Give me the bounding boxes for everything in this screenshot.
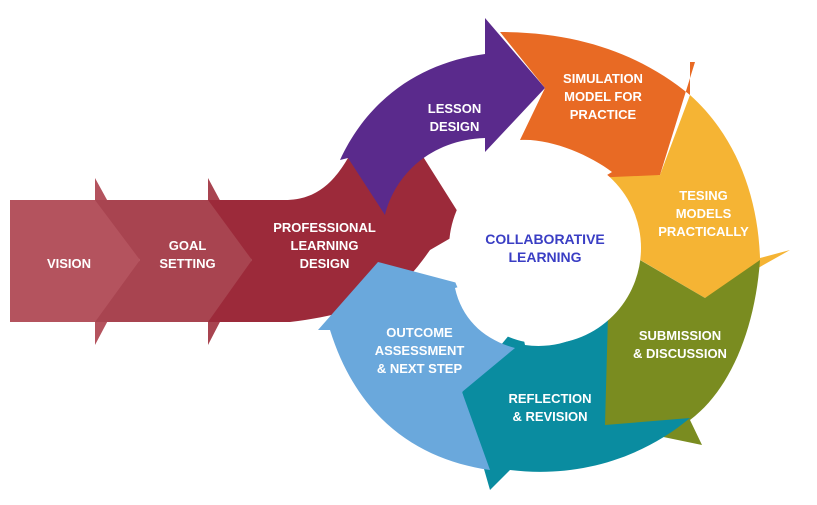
step-professional-learning-design-label: PROFESSIONAL LEARNING DESIGN [273, 220, 376, 271]
center-hole [449, 152, 641, 344]
step-vision-label: VISION [46, 256, 92, 271]
step-lesson-design-label: LESSON DESIGN [427, 101, 482, 134]
step-outcome-label: OUTCOME ASSESSMENT & NEXT STEP [374, 325, 465, 376]
step-goal-setting-label: GOAL SETTING [159, 238, 216, 271]
arrow-lesson-design [340, 18, 545, 215]
arrow-reflection [462, 315, 690, 490]
arrow-goal-setting [95, 178, 252, 345]
arrow-simulation [500, 32, 695, 190]
arrow-outcome [318, 262, 515, 470]
center-title: COLLABORATIVE LEARNING [485, 231, 605, 265]
arrow-submission [598, 260, 760, 445]
step-submission-label: SUBMISSION & DISCUSSION [633, 328, 727, 361]
step-simulation-label: SIMULATION MODEL FOR PRACTICE [563, 71, 643, 122]
step-testing-label: TESING MODELS PRACTICALLY [658, 188, 749, 239]
arrow-vision [10, 178, 140, 345]
step-reflection-label: REFLECTION & REVISION [508, 391, 592, 424]
